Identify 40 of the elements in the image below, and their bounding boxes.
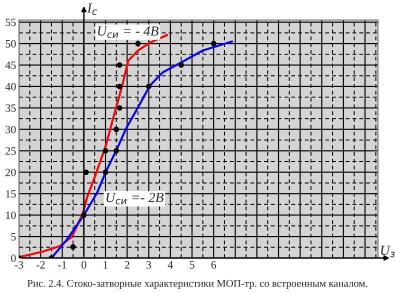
point [116,84,122,90]
point [116,62,122,68]
point [146,84,152,90]
point [102,148,108,154]
y-tick-label: 20 [6,168,16,176]
text: Рис. 2.4. Стоко-затворные характеристики МОП-тр. со встроенным каналом. [27,280,368,289]
y-tick-label: 40 [5,82,16,90]
point [114,126,120,132]
point [70,244,76,250]
y-tick-label: 55 [6,18,16,26]
series-label: U$_{си}$ =- 2В [106,192,164,204]
x-tick-label: 1 [104,261,108,268]
x-tick-label: -2 [36,261,45,268]
y-axis-title: I$_{с}$ [87,3,98,15]
series-label: U$_{си}$ = - 4В [98,26,158,38]
x-tick-label: -3 [14,261,24,269]
y-tick-label: 50 [6,40,16,48]
y-tick-label: 45 [5,62,16,69]
y-tick-label: 0 [11,254,16,262]
point [116,105,122,111]
x-tick-label: 0 [82,261,86,269]
point [102,169,108,176]
y-tick-label: 10 [6,212,16,220]
point [135,40,141,46]
x-tick-label: 6 [211,261,216,269]
x-tick-label: -1 [58,261,66,268]
x-axis-title: U$_{з}$ [381,246,395,258]
point [210,40,216,46]
x-tick-label: 3 [146,261,152,269]
line-series [50,40,234,258]
y-tick-label: 5 [11,233,16,241]
y-tick-label: 30 [6,126,16,134]
x-tick-label: 4 [168,261,173,268]
y-tick-label: 35 [6,104,16,112]
point [178,62,184,68]
y-tick-label: 15 [6,190,16,198]
x-tick-label: 2 [124,261,130,268]
y-tick-label: 25 [6,147,16,155]
point [114,148,120,154]
x-tick-label: 5 [190,261,194,269]
